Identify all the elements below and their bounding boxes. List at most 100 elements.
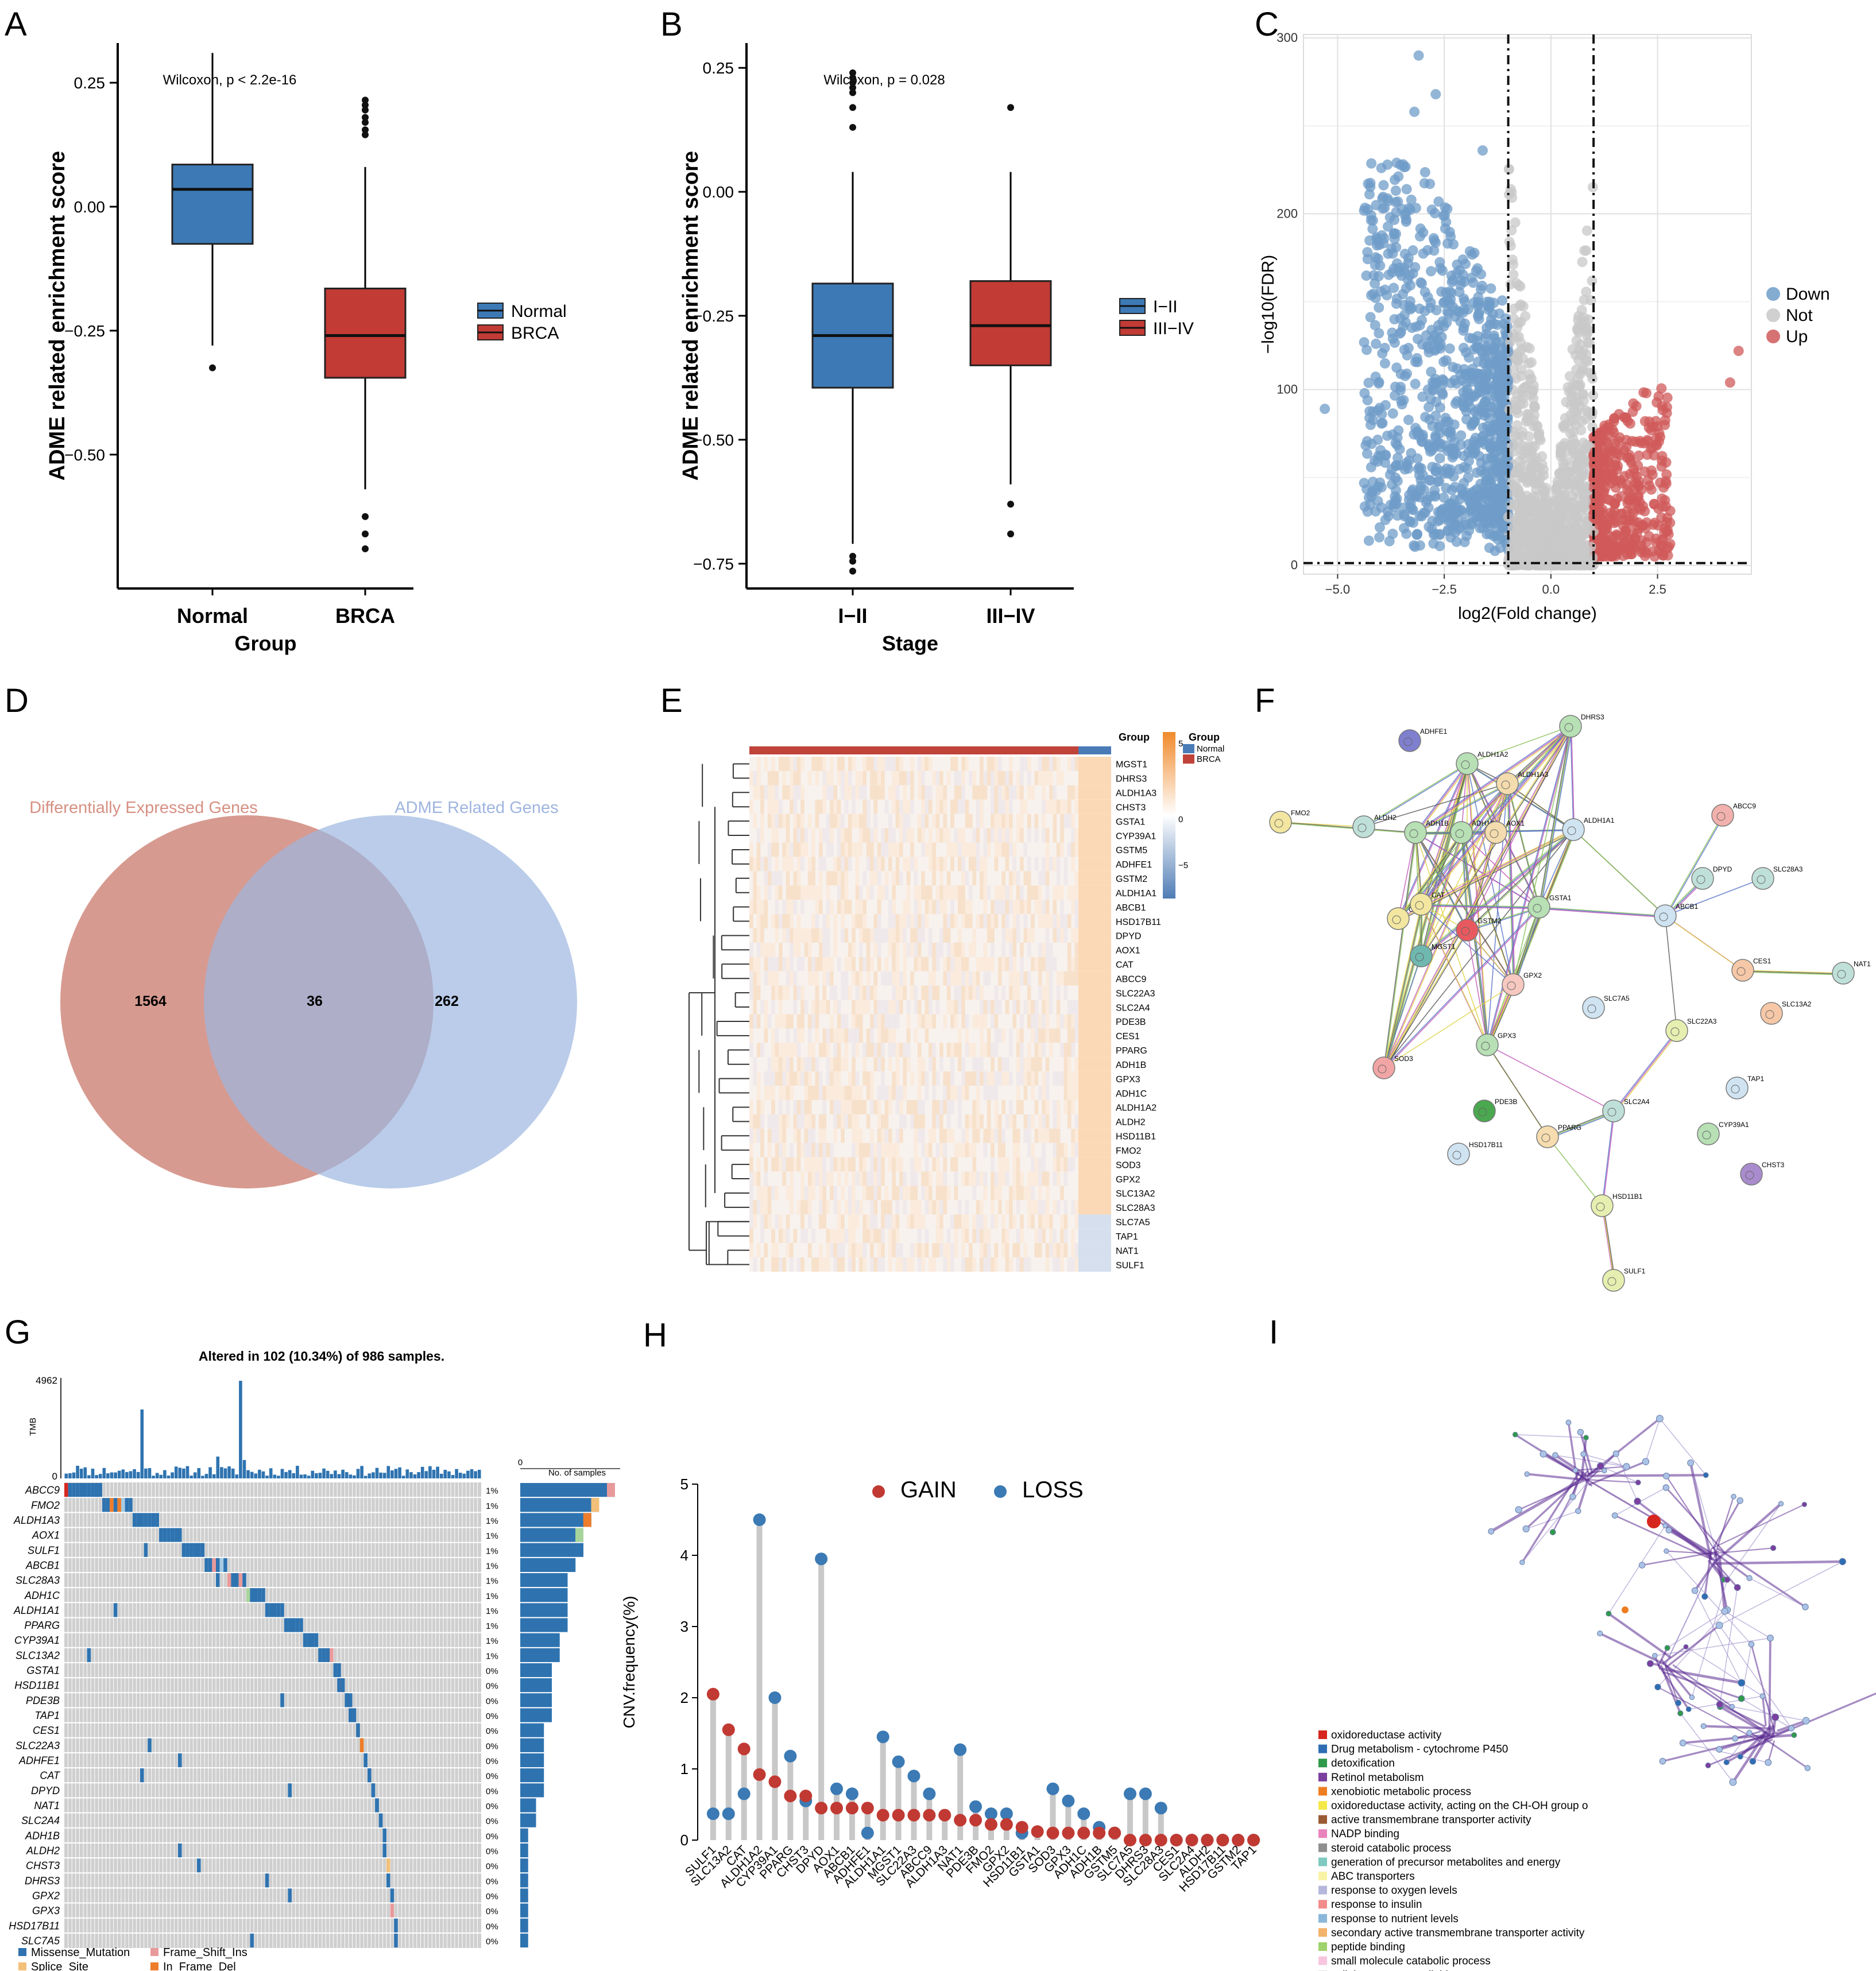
heatmap-cell <box>786 885 790 900</box>
heatmap-cell <box>793 871 798 886</box>
y-tick-label: −0.50 <box>693 431 734 449</box>
heatmap-cell <box>775 1157 779 1172</box>
heatmap-cell <box>848 1186 852 1201</box>
heatmap-cell <box>888 1086 892 1100</box>
heatmap-cell <box>775 1128 779 1143</box>
legend-label: Not <box>1786 306 1813 325</box>
heatmap-cell <box>1020 1028 1024 1043</box>
heatmap-cell <box>837 957 841 971</box>
heatmap-cell <box>873 914 878 928</box>
heatmap-cell <box>800 1100 804 1114</box>
heatmap-cell <box>826 971 830 986</box>
heatmap-cell <box>899 971 903 986</box>
point-not <box>1587 276 1597 286</box>
heatmap-cell <box>866 971 871 986</box>
heatmap-cell <box>852 1043 856 1058</box>
heatmap-cell <box>1012 871 1017 886</box>
point-down <box>1489 330 1500 341</box>
row-label: PPARG <box>1116 1046 1147 1056</box>
heatmap-cell <box>910 942 914 957</box>
point-down <box>1362 254 1373 265</box>
heatmap-cell <box>1063 1157 1068 1172</box>
heatmap-cell <box>848 900 852 915</box>
point-down <box>1405 498 1416 509</box>
point-down <box>1475 284 1486 295</box>
heatmap-cell <box>855 857 860 872</box>
heatmap-cell <box>1031 928 1035 943</box>
point-down <box>1391 362 1402 373</box>
row-label: MGST1 <box>1116 760 1147 770</box>
point-down <box>1473 313 1484 324</box>
heatmap-cell <box>957 1057 962 1072</box>
heatmap-cell <box>877 1257 881 1272</box>
point-up <box>1631 471 1642 482</box>
heatmap-cell <box>954 942 958 957</box>
point-down <box>1434 453 1445 464</box>
heatmap-cell <box>987 1128 991 1143</box>
heatmap-cell <box>796 942 801 957</box>
heatmap-cell <box>1034 885 1039 900</box>
heatmap-cell <box>1034 857 1039 872</box>
heatmap-cell <box>848 1157 852 1172</box>
heatmap-cell <box>1001 1071 1005 1086</box>
heatmap-cell <box>749 971 753 986</box>
heatmap-cell <box>771 842 775 857</box>
heatmap-cell <box>1074 1143 1079 1157</box>
heatmap-cell <box>957 1028 962 1043</box>
heatmap-cell <box>778 871 783 886</box>
heatmap-cell <box>1049 1214 1053 1229</box>
heatmap-cell <box>899 1100 903 1114</box>
heatmap-cell <box>749 1243 753 1258</box>
heatmap-cell <box>859 1257 863 1272</box>
heatmap-cell <box>997 1128 1002 1143</box>
heatmap-cell <box>877 1086 881 1100</box>
point-down <box>1414 231 1425 242</box>
heatmap-cell <box>965 757 969 771</box>
heatmap-cell <box>753 1000 757 1014</box>
heatmap-cell <box>822 1157 826 1172</box>
heatmap-cell <box>815 757 819 771</box>
row-label: ALDH2 <box>1116 1118 1146 1128</box>
heatmap-cell <box>1001 1214 1005 1229</box>
heatmap-cell <box>881 1128 885 1143</box>
heatmap-cell <box>976 828 980 843</box>
heatmap-cell <box>764 857 768 872</box>
heatmap-cell <box>939 1200 943 1215</box>
heatmap-cell <box>1001 785 1005 800</box>
y-axis-label: ADME related enrichment score <box>45 151 69 481</box>
heatmap-cell <box>796 1257 801 1272</box>
heatmap-cell <box>771 1043 775 1058</box>
heatmap-cell <box>756 971 761 986</box>
heatmap-cell <box>1020 942 1024 957</box>
heatmap-cell <box>1023 1243 1028 1258</box>
point-down <box>1397 203 1407 214</box>
heatmap-cell <box>939 1143 943 1157</box>
heatmap-cell <box>775 1014 779 1029</box>
heatmap-cell <box>862 814 867 828</box>
heatmap-cell <box>873 928 878 943</box>
heatmap-cell <box>841 1014 845 1029</box>
heatmap-cell <box>790 928 794 943</box>
heatmap-cell <box>983 885 988 900</box>
heatmap-cell <box>1042 814 1046 828</box>
point-down <box>1479 358 1490 369</box>
heatmap-cell <box>972 785 977 800</box>
heatmap-cell <box>1012 928 1017 943</box>
heatmap-cell <box>796 1014 801 1029</box>
heatmap-cell <box>888 1257 892 1272</box>
heatmap-cell <box>1060 1043 1064 1058</box>
point-down <box>1412 357 1423 367</box>
heatmap-cell <box>855 914 860 928</box>
row-label: SOD3 <box>1116 1160 1141 1170</box>
heatmap-cell <box>796 885 801 900</box>
heatmap-cell <box>997 1028 1002 1043</box>
heatmap-cell <box>1012 1157 1017 1172</box>
heatmap-cell <box>837 770 841 785</box>
point-up <box>1636 484 1647 495</box>
heatmap-cell <box>837 1086 841 1100</box>
heatmap-cell <box>921 985 925 1000</box>
heatmap-cell <box>826 1043 830 1058</box>
heatmap-cell <box>987 1086 991 1100</box>
row-label: FMO2 <box>1116 1146 1142 1156</box>
heatmap-cell <box>881 1086 885 1100</box>
